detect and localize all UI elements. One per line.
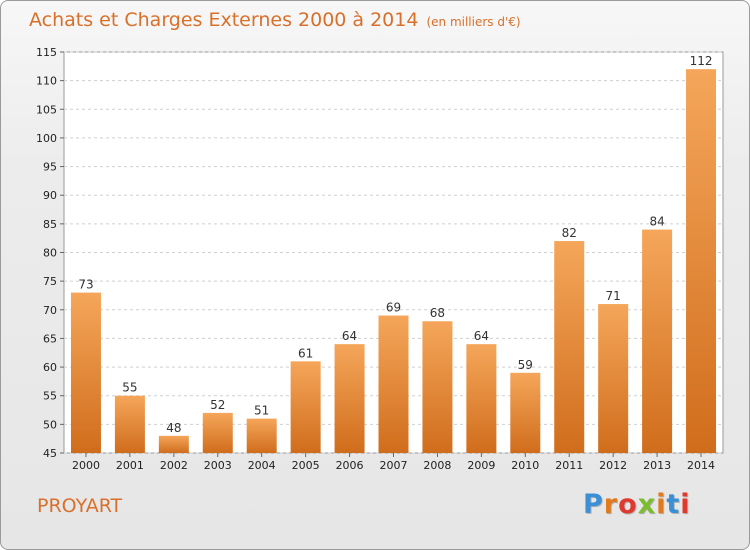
bar-2005 bbox=[290, 361, 321, 453]
x-tick-label-2014: 2014 bbox=[687, 459, 715, 472]
x-tick-label-2010: 2010 bbox=[511, 459, 539, 472]
bar-2012 bbox=[598, 304, 629, 453]
y-tick-label: 55 bbox=[43, 390, 57, 403]
x-tick-label-2005: 2005 bbox=[292, 459, 320, 472]
chart-subtitle: (en milliers d'€) bbox=[426, 15, 521, 29]
data-label-2010: 59 bbox=[518, 358, 533, 372]
data-label-2009: 64 bbox=[474, 329, 489, 343]
y-tick-label: 115 bbox=[36, 46, 57, 59]
x-tick-label-2000: 2000 bbox=[72, 459, 100, 472]
bars: 73 55 48 52 51 61 64 69 68 64 59 82 71 84 112 bbox=[70, 54, 717, 453]
y-tick-label: 80 bbox=[43, 247, 57, 260]
y-tick-label: 100 bbox=[36, 132, 57, 145]
bar-2013 bbox=[642, 229, 673, 453]
y-tick-label: 70 bbox=[43, 304, 57, 317]
y-tick-label: 85 bbox=[43, 218, 57, 231]
gridlines bbox=[64, 51, 723, 454]
y-tick-label: 45 bbox=[43, 447, 57, 460]
data-label-2007: 69 bbox=[386, 301, 401, 315]
y-tick-label: 95 bbox=[43, 161, 57, 174]
data-label-2001: 55 bbox=[122, 381, 137, 395]
y-tick-label: 60 bbox=[43, 361, 57, 374]
bar-2010 bbox=[510, 372, 541, 453]
y-tick-label: 65 bbox=[43, 332, 57, 345]
data-label-2014: 112 bbox=[690, 54, 713, 68]
data-label-2008: 68 bbox=[430, 306, 445, 320]
x-tick-label-2011: 2011 bbox=[555, 459, 583, 472]
data-label-2013: 84 bbox=[649, 215, 664, 229]
y-tick-label: 110 bbox=[36, 75, 57, 88]
bar-2008 bbox=[422, 321, 453, 453]
x-axis: 2000 2001 2002 2003 2004 2005 2006 2007 2008 2009… bbox=[72, 453, 715, 472]
x-tick-label-2004: 2004 bbox=[248, 459, 276, 472]
bar-2011 bbox=[554, 241, 585, 453]
chart-title-text: Achats et Charges Externes 2000 à 2014 bbox=[29, 9, 419, 31]
bar-2003 bbox=[202, 412, 233, 453]
x-tick-label-2013: 2013 bbox=[643, 459, 671, 472]
x-tick-label-2003: 2003 bbox=[204, 459, 232, 472]
bar-2002 bbox=[158, 435, 189, 453]
commune-name: PROYART bbox=[37, 495, 123, 517]
chart-title: Achats et Charges Externes 2000 à 2014 (e… bbox=[29, 9, 521, 31]
x-tick-label-2012: 2012 bbox=[599, 459, 627, 472]
y-tick-label: 75 bbox=[43, 275, 57, 288]
data-label-2011: 82 bbox=[562, 226, 577, 240]
x-tick-label-2008: 2008 bbox=[423, 459, 451, 472]
data-label-2002: 48 bbox=[166, 421, 181, 435]
bar-2004 bbox=[246, 418, 277, 453]
y-tick-label: 50 bbox=[43, 418, 57, 431]
y-axis: 45 50 55 60 65 70 75 80 85 90 95 100 105 110 115 bbox=[36, 46, 64, 460]
data-label-2012: 71 bbox=[606, 289, 621, 303]
x-tick-label-2002: 2002 bbox=[160, 459, 188, 472]
y-tick-label: 90 bbox=[43, 189, 57, 202]
y-tick-label: 105 bbox=[36, 103, 57, 116]
bar-2014 bbox=[686, 69, 717, 453]
data-label-2006: 64 bbox=[342, 329, 357, 343]
data-label-2005: 61 bbox=[298, 346, 313, 360]
bar-2007 bbox=[378, 315, 409, 453]
bar-2000 bbox=[70, 292, 101, 453]
bar-2009 bbox=[466, 344, 497, 453]
x-tick-label-2007: 2007 bbox=[380, 459, 408, 472]
bar-2006 bbox=[334, 344, 365, 453]
data-label-2000: 73 bbox=[78, 278, 93, 292]
data-label-2004: 51 bbox=[254, 404, 269, 418]
proxiti-logo: Proxiti bbox=[583, 489, 691, 520]
x-tick-label-2009: 2009 bbox=[467, 459, 495, 472]
bar-2001 bbox=[114, 395, 145, 453]
x-tick-label-2006: 2006 bbox=[336, 459, 364, 472]
x-tick-label-2001: 2001 bbox=[116, 459, 144, 472]
data-label-2003: 52 bbox=[210, 398, 225, 412]
